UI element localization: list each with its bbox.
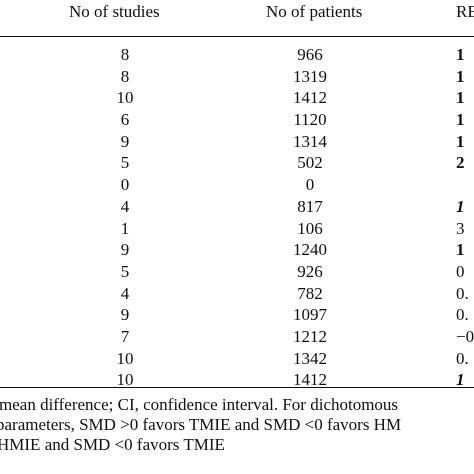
cell-no-of-patients: 1097 [293,305,327,325]
cell-no-of-studies: 4 [120,283,130,303]
cell-no-of-studies: 4 [120,196,130,216]
cell-re: 3 [456,218,465,238]
cell-no-of-studies: 10 [116,88,134,108]
cell-no-of-patients: 1120 [293,110,327,130]
cell-no-of-patients: 966 [297,45,323,64]
footnote-line-3: HMIE and SMD <0 favors TMIE [0,435,225,454]
cell-no-of-patients: 1212 [293,326,327,346]
cell-no-of-studies: 1 [120,218,130,238]
table-top-rule [0,36,474,37]
cell-no-of-studies: 9 [120,131,130,151]
header-re: RE [456,2,474,21]
cell-no-of-patients: 1412 [293,88,327,108]
cell-re: 1 [456,131,465,151]
cell-no-of-studies: 9 [120,305,130,325]
cell-re: 0. [456,305,469,325]
cell-re: 1 [456,196,465,216]
table-row: 9 1240 1 [0,239,474,261]
cell-no-of-studies: 10 [116,348,134,368]
table-row: 10 1342 0. [0,348,474,370]
cell-no-of-patients: 502 [297,153,323,173]
cell-no-of-studies: 10 [116,370,134,390]
table-row: 1 106 3 [0,218,474,240]
cell-no-of-patients: 926 [297,261,323,281]
cell-re: 1 [456,66,465,86]
cell-no-of-patients: 1342 [293,348,327,368]
table-row: 4 817 1 [0,196,474,218]
cell-no-of-studies: 5 [120,261,130,281]
header-no-of-patients: No of patients [266,2,363,21]
table-row: 9 1097 0. [0,304,474,326]
cell-no-of-patients: 817 [297,196,323,216]
cell-no-of-patients: 1240 [293,240,327,260]
table-row: 10 1412 1 [0,87,474,109]
cell-no-of-studies: 9 [120,240,130,260]
cell-no-of-patients: 782 [297,283,323,303]
cell-no-of-studies: 6 [120,110,130,130]
table-row: 5 502 2 [0,152,474,174]
cell-no-of-studies: 8 [120,66,130,86]
cell-re: 2 [456,153,465,173]
table-row: 5 926 0 [0,261,474,283]
cell-no-of-studies: 8 [120,45,130,64]
table-row: 8 1319 1 [0,66,474,88]
cell-no-of-studies: 0 [120,175,130,195]
cell-no-of-patients: 1319 [293,66,327,86]
cell-no-of-studies: 7 [120,326,130,346]
table-row: 7 1212 −0 [0,326,474,348]
cell-no-of-patients: 1412 [293,370,327,390]
table-row: 8 966 1 [0,44,474,66]
cell-no-of-studies: 5 [120,153,130,173]
cell-re: −0 [456,326,474,346]
header-no-of-studies: No of studies [69,2,160,21]
cell-no-of-patients: 106 [297,218,323,238]
cell-re: 0. [456,348,469,368]
cell-no-of-patients: 1314 [293,131,327,151]
cell-re: 1 [456,240,465,260]
footnote-line-2: parameters, SMD >0 favors TMIE and SMD <… [0,415,402,434]
table-row: 4 782 0. [0,283,474,305]
table-row: 9 1314 1 [0,131,474,153]
cell-re: 1 [456,110,465,130]
table-row: 10 1412 1 [0,369,474,391]
cell-re: 0 [456,261,465,281]
footnote-line-1: mean difference; CI, confidence interval… [0,395,399,414]
cell-no-of-patients: 0 [305,175,315,195]
cell-re: 1 [456,45,465,64]
table-row: 6 1120 1 [0,109,474,131]
cell-re: 1 [456,88,465,108]
cell-re: 1 [456,370,465,390]
cell-re: 0. [456,283,469,303]
table-body: 8 966 1 8 1319 1 10 1412 1 6 1120 1 9 1314 1 5 502 2 0 0 4 81… [0,44,474,391]
table-bottom-rule [0,387,474,388]
